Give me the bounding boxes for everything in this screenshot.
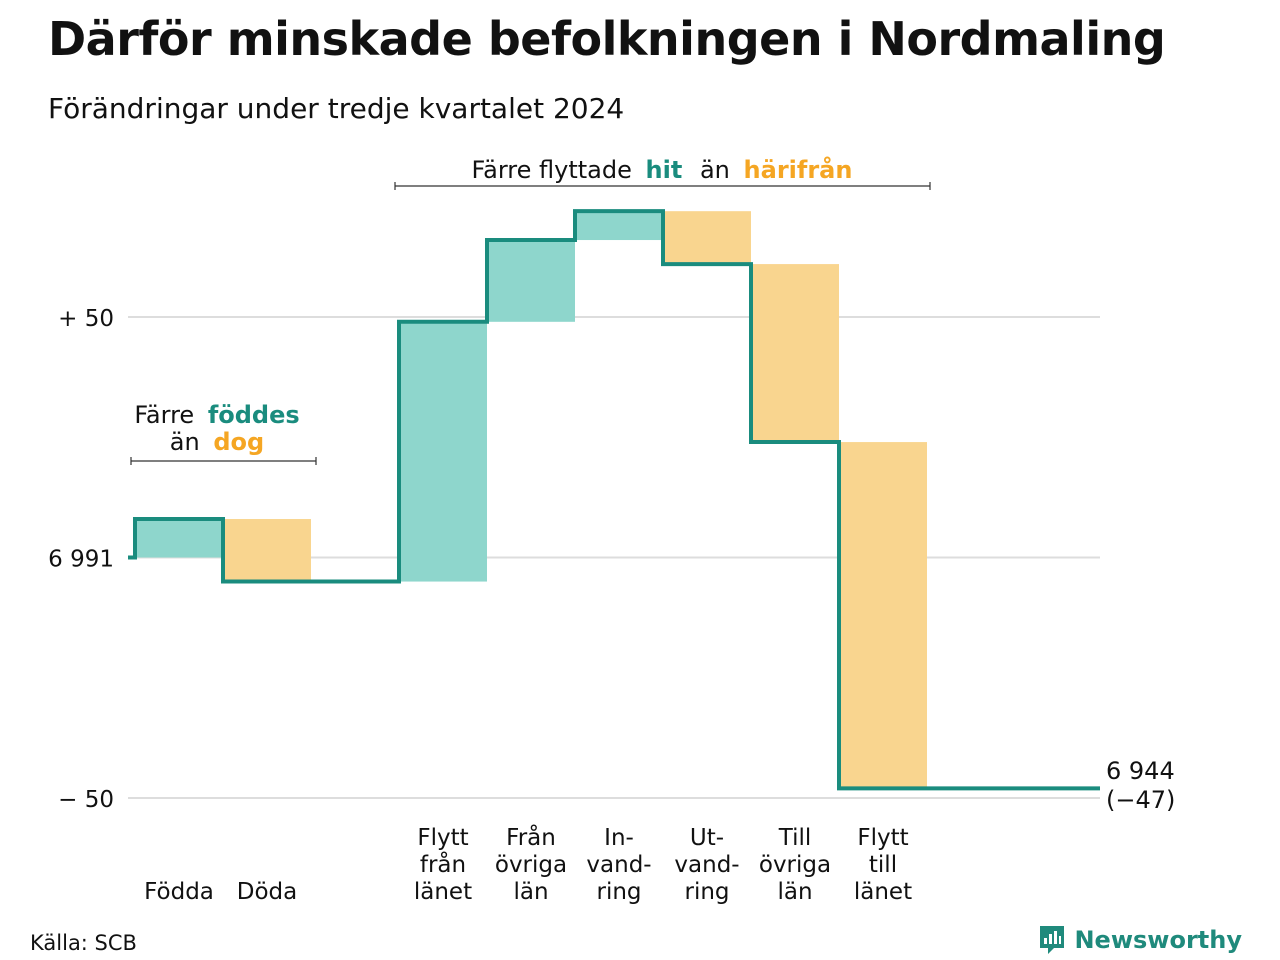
x-tick-label: till: [869, 852, 897, 878]
migration-annotation-prefix: Färre flyttade: [472, 156, 632, 184]
x-tick-label: vand-: [586, 852, 651, 878]
svg-text:än dog: än dog: [170, 428, 264, 456]
x-tick-label: län: [777, 879, 812, 905]
svg-text:Färre flyttade hit: Färre flyttade hit än härifrån: [472, 155, 853, 184]
bar: [575, 211, 663, 241]
end-value-label: 6 944: [1106, 757, 1175, 785]
end-change-label: (−47): [1106, 786, 1175, 814]
y-axis-ticks: + 50 6 991 − 50: [48, 306, 114, 813]
running-total-line: [128, 209, 1100, 791]
births-annotation-prefix: Färre: [134, 401, 194, 429]
x-tick-label: övriga: [759, 852, 831, 878]
bars: [135, 211, 927, 789]
x-tick-label: Döda: [237, 879, 297, 905]
bar: [751, 264, 839, 443]
x-tick-label: Till: [778, 825, 812, 851]
x-tick-label: länet: [854, 879, 912, 905]
source-note: Källa: SCB: [30, 931, 137, 955]
chart-title: Därför minskade befolkningen i Nordmalin…: [48, 12, 1166, 66]
migration-annotation-here: hit: [646, 156, 683, 184]
bar: [223, 519, 311, 582]
bar: [487, 240, 575, 322]
x-tick-label: från: [420, 850, 466, 878]
x-tick-label: In-: [604, 825, 634, 851]
bar: [399, 321, 487, 582]
x-tick-label: vand-: [674, 852, 739, 878]
x-tick-label: Från: [506, 823, 556, 851]
x-tick-label: Flytt: [417, 825, 468, 851]
migration-annotation-than: än: [700, 156, 730, 184]
x-tick-label: Ut-: [690, 825, 724, 851]
births-annotation-died: dog: [213, 428, 264, 456]
y-tick-label: 6 991: [48, 547, 114, 573]
births-annotation: Färre föddes än dog: [130, 401, 317, 465]
bar: [839, 442, 927, 789]
x-axis-labels: Födda DödaFlyttfrånlänetFrånövrigalänIn-v…: [144, 823, 912, 905]
bar: [135, 519, 223, 558]
births-annotation-than: än: [170, 428, 200, 456]
newsworthy-logo-icon: [1040, 926, 1065, 954]
births-annotation-born: föddes: [208, 401, 300, 429]
x-tick-label: länet: [414, 879, 472, 905]
x-tick-label: ring: [684, 879, 729, 905]
x-tick-label: Födda: [144, 879, 214, 905]
migration-annotation-away: härifrån: [744, 155, 853, 184]
x-tick-label: län: [513, 879, 548, 905]
bar: [663, 211, 751, 265]
y-tick-label: + 50: [58, 306, 114, 332]
brand-name: Newsworthy: [1074, 926, 1242, 954]
y-tick-label: − 50: [58, 787, 114, 813]
brand-logo: Newsworthy: [1038, 924, 1242, 956]
x-tick-label: övriga: [495, 852, 567, 878]
svg-text:Färre föddes: Färre föddes: [134, 401, 299, 429]
x-tick-label: ring: [596, 879, 641, 905]
migration-annotation: Färre flyttade hit än härifrån: [394, 155, 931, 190]
x-tick-label: Flytt: [857, 825, 908, 851]
chart-subtitle: Förändringar under tredje kvartalet 2024: [48, 92, 625, 125]
